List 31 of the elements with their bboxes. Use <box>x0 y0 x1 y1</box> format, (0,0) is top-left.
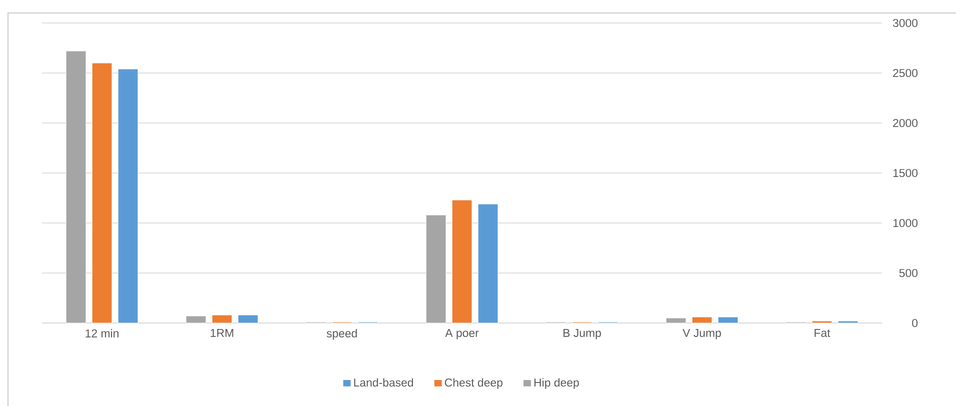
bar <box>238 314 258 324</box>
bar <box>452 200 472 324</box>
x-tick-label: V Jump <box>682 329 721 340</box>
bar <box>212 314 232 324</box>
x-tick-label: B Jump <box>564 329 601 340</box>
bar <box>812 320 832 324</box>
bar <box>718 316 738 324</box>
bar <box>66 50 86 324</box>
y-tick-label: 0 <box>912 318 918 328</box>
bar <box>666 318 686 324</box>
bar <box>478 204 498 324</box>
y-tick-label: 1500 <box>893 168 918 178</box>
x-tick-label: speed <box>326 329 357 340</box>
bar <box>426 214 446 324</box>
bar <box>838 320 858 324</box>
x-tick-label: 12 min <box>86 329 118 338</box>
legend-label: Chest deep <box>444 378 502 389</box>
y-tick-label: 500 <box>899 268 918 278</box>
bar <box>692 316 712 324</box>
y-tick-label: 2000 <box>893 118 918 128</box>
y-tick-label: 3000 <box>892 18 918 28</box>
legend-label: Land-based <box>354 378 413 387</box>
y-tick-label: 2500 <box>893 68 918 78</box>
bar <box>186 316 206 324</box>
x-tick-label: A poer <box>445 329 479 340</box>
legend-label: Hip deep <box>534 378 579 389</box>
bar <box>92 62 112 324</box>
bar <box>118 68 138 324</box>
x-tick-label: 1RM <box>210 329 234 337</box>
x-tick-label: Fat <box>814 329 830 338</box>
y-tick-label: 1000 <box>893 218 918 228</box>
